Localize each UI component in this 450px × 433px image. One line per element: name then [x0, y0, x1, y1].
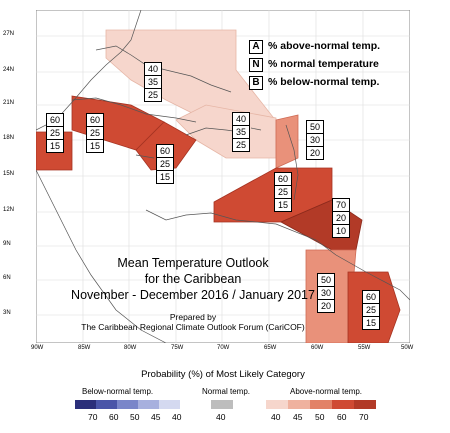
lat-tick: 24N — [3, 67, 15, 73]
scale-swatch — [288, 400, 310, 409]
lon-tick: 90W — [31, 345, 44, 351]
scale-tick: 70 — [359, 412, 369, 422]
lon-tick: 70W — [217, 345, 230, 351]
lon-tick: 55W — [358, 345, 371, 351]
scale-tick: 60 — [337, 412, 347, 422]
prob-normal: 25 — [157, 158, 173, 171]
prob-below: 15 — [89, 141, 100, 151]
lat-tick: 18N — [3, 135, 15, 141]
scale-tick: 50 — [315, 412, 325, 422]
scale-swatch — [159, 400, 180, 409]
prob-below: 25 — [235, 140, 246, 150]
prob-normal: 25 — [87, 127, 103, 140]
probability-title: Probability (%) of Most Likely Category — [141, 369, 305, 380]
prob-box-hispaniola-pr: 40 35 25 — [232, 112, 250, 152]
prob-below: 25 — [147, 90, 158, 100]
scale-tick: 70 — [88, 412, 98, 422]
scale-tick: 40 — [172, 412, 182, 422]
prob-above: 70 — [333, 199, 349, 212]
prob-below: 15 — [159, 172, 170, 182]
scale-tick: 50 — [130, 412, 140, 422]
prob-above: 60 — [87, 114, 103, 127]
prob-above: 60 — [363, 291, 379, 304]
lat-tick: 15N — [3, 171, 15, 177]
prob-box-barbados-tt: 70 20 10 — [332, 198, 350, 238]
scale-swatch — [96, 400, 117, 409]
scale-swatch — [211, 400, 233, 409]
legend-text-b: % below-normal temp. — [268, 76, 380, 88]
prob-above: 40 — [233, 113, 249, 126]
legend-text-n: % normal temperature — [268, 58, 379, 70]
prob-above: 50 — [307, 121, 323, 134]
prob-box-windward-abc: 60 25 15 — [274, 172, 292, 212]
prob-below: 10 — [335, 226, 346, 236]
prob-normal: 20 — [333, 212, 349, 225]
legend-box-a: A — [249, 40, 263, 54]
scale-tick: 40 — [216, 412, 226, 422]
prob-above: 40 — [145, 63, 161, 76]
prob-above: 60 — [275, 173, 291, 186]
scale-tick: 60 — [109, 412, 119, 422]
scale-below-label: Below-normal temp. — [82, 387, 154, 396]
scale-swatch — [310, 400, 332, 409]
lat-tick: 27N — [3, 31, 15, 37]
prob-below: 15 — [277, 200, 288, 210]
lon-tick: 65W — [264, 345, 277, 351]
prob-box-cuba-west: 60 25 15 — [86, 113, 104, 153]
prob-box-guyana: 50 30 20 — [317, 273, 335, 313]
forum-name: The Caribbean Regional Climate Outlook F… — [81, 322, 305, 332]
scale-swatch — [117, 400, 138, 409]
scale-above-label: Above-normal temp. — [290, 387, 363, 396]
prob-above: 60 — [157, 145, 173, 158]
legend-box-n: N — [249, 58, 263, 72]
coastlines — [36, 10, 410, 343]
map-subtitle: for the Caribbean — [144, 272, 242, 286]
prob-normal: 35 — [145, 76, 161, 89]
prob-box-suriname: 60 25 15 — [362, 290, 380, 330]
lon-tick: 85W — [78, 345, 91, 351]
prob-below: 15 — [365, 318, 376, 328]
prob-below: 20 — [320, 301, 331, 311]
prob-below: 20 — [309, 148, 320, 158]
prob-above: 60 — [47, 114, 63, 127]
prob-box-bahamas: 40 35 25 — [144, 62, 162, 102]
region-leeward — [275, 114, 299, 169]
scale-swatch — [332, 400, 354, 409]
map-period: November - December 2016 / January 2017 — [71, 288, 315, 302]
scale-tick: 40 — [271, 412, 281, 422]
lon-tick: 60W — [311, 345, 324, 351]
map-title: Mean Temperature Outlook — [117, 256, 269, 270]
prob-normal: 30 — [318, 287, 334, 300]
prepared-by: Prepared by — [169, 312, 217, 322]
lon-tick: 50W — [401, 345, 414, 351]
lon-tick: 80W — [124, 345, 137, 351]
prob-normal: 25 — [47, 127, 63, 140]
lat-tick: 3N — [3, 310, 11, 316]
scale-swatch — [138, 400, 159, 409]
lon-tick: 75W — [171, 345, 184, 351]
prob-box-jamaica-cayman: 60 25 15 — [156, 144, 174, 184]
scale-swatch — [75, 400, 96, 409]
scale-tick: 45 — [293, 412, 303, 422]
prob-above: 50 — [318, 274, 334, 287]
prob-normal: 30 — [307, 134, 323, 147]
scale-tick: 45 — [151, 412, 161, 422]
prob-normal: 25 — [275, 186, 291, 199]
prob-box-leeward: 50 30 20 — [306, 120, 324, 160]
lat-tick: 21N — [3, 100, 15, 106]
scale-normal-label: Normal temp. — [202, 387, 251, 396]
prob-normal: 25 — [363, 304, 379, 317]
prob-box-belize: 60 25 15 — [46, 113, 64, 153]
prob-normal: 35 — [233, 126, 249, 139]
scale-swatch — [354, 400, 376, 409]
legend-box-b: B — [249, 76, 263, 90]
scale-swatch — [266, 400, 288, 409]
prob-below: 15 — [49, 141, 60, 151]
legend-text-a: % above-normal temp. — [268, 40, 381, 52]
lat-tick: 12N — [3, 207, 15, 213]
lat-tick: 6N — [3, 275, 11, 281]
lat-tick: 9N — [3, 241, 11, 247]
